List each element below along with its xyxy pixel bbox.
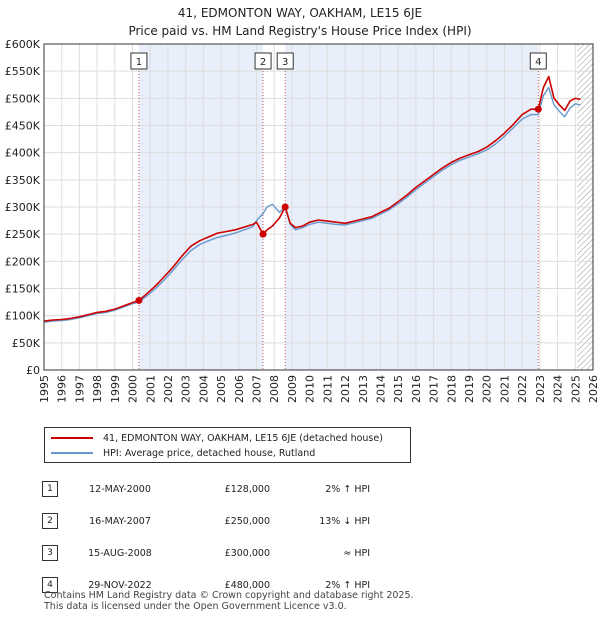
- x-tick-label: 2003: [180, 375, 193, 403]
- legend-item-hpi: HPI: Average price, detached house, Rutl…: [51, 446, 315, 460]
- sales-table: 1 12-MAY-2000 £128,000 2% ↑ HPI 2 16-MAY…: [42, 473, 370, 601]
- x-tick-label: 2014: [374, 375, 387, 403]
- x-tick-label: 2025: [569, 375, 582, 403]
- sale-price: £480,000: [224, 579, 270, 591]
- legend-item-property: 41, EDMONTON WAY, OAKHAM, LE15 6JE (deta…: [51, 431, 383, 445]
- footer-attribution: Contains HM Land Registry data © Crown c…: [44, 590, 414, 612]
- sale-marker-number: 3: [282, 57, 288, 68]
- legend-swatch-property: [51, 437, 93, 439]
- x-tick-label: 2015: [392, 375, 405, 403]
- sale-point: [259, 230, 267, 238]
- x-tick-label: 1997: [73, 375, 86, 403]
- sale-date: 12-MAY-2000: [89, 483, 151, 495]
- x-tick-label: 2000: [127, 375, 140, 403]
- x-tick-label: 2020: [481, 375, 494, 403]
- y-tick-label: £350K: [5, 174, 41, 187]
- sale-number-badge: 4: [42, 577, 58, 593]
- sale-marker-box: [254, 52, 272, 70]
- price-chart: 1 2 3 4 £0 £50K £100K £150K £200K £250K £300K £350…: [5, 38, 600, 403]
- sale-marker-box: [130, 52, 148, 70]
- sale-date: 15-AUG-2008: [88, 547, 152, 559]
- y-tick-label: £500K: [5, 92, 41, 105]
- sale-number-badge: 3: [42, 545, 58, 561]
- x-tick-label: 2017: [428, 375, 441, 403]
- x-tick-label: 2013: [357, 375, 370, 403]
- x-tick-label: 2026: [587, 375, 600, 403]
- sale-hpi-relation: 2% ↑ HPI: [325, 579, 370, 591]
- sale-hpi-relation: ≈ HPI: [343, 547, 370, 559]
- x-tick-label: 2008: [268, 375, 281, 403]
- x-tick-label: 1995: [38, 375, 51, 403]
- x-tick-label: 1999: [109, 375, 122, 403]
- sale-price: £250,000: [224, 515, 270, 527]
- footer-licence: This data is licensed under the Open Gov…: [44, 601, 347, 612]
- x-tick-label: 2023: [534, 375, 547, 403]
- sale-date: 29-NOV-2022: [88, 579, 152, 591]
- chart-title: 41, EDMONTON WAY, OAKHAM, LE15 6JE: [177, 6, 423, 20]
- y-tick-label: £50K: [12, 337, 41, 350]
- footer-copyright: Contains HM Land Registry data © Crown c…: [44, 590, 414, 601]
- x-tick-label: 2002: [162, 375, 175, 403]
- sale-point: [281, 203, 289, 211]
- y-tick-label: £450K: [5, 120, 41, 133]
- x-tick-label: 2021: [498, 375, 511, 403]
- sale-hpi-relation: 2% ↑ HPI: [325, 483, 370, 495]
- chart-legend: 41, EDMONTON WAY, OAKHAM, LE15 6JE (deta…: [44, 427, 411, 463]
- x-tick-label: 2009: [286, 375, 299, 403]
- y-tick-label: £100K: [5, 310, 41, 323]
- legend-label-hpi: HPI: Average price, detached house, Rutl…: [103, 447, 316, 459]
- sale-number-badge: 2: [42, 513, 58, 529]
- x-tick-label: 1996: [56, 375, 69, 403]
- x-tick-label: 2010: [304, 375, 317, 403]
- table-row: 1 12-MAY-2000 £128,000 2% ↑ HPI: [42, 473, 370, 505]
- sale-marker-box: [529, 52, 547, 70]
- x-tick-label: 2016: [410, 375, 423, 403]
- x-tick-label: 2006: [233, 375, 246, 403]
- sale-point: [135, 296, 143, 304]
- y-tick-label: £300K: [5, 201, 41, 214]
- x-tick-label: 2022: [516, 375, 529, 403]
- y-tick-label: £150K: [5, 283, 41, 296]
- plot-frame: [43, 43, 594, 371]
- sale-marker-number: 1: [136, 57, 142, 68]
- x-tick-label: 2019: [463, 375, 476, 403]
- sale-point: [534, 105, 542, 113]
- x-tick-label: 2007: [251, 375, 264, 403]
- y-tick-label: £250K: [5, 228, 41, 241]
- sale-marker-number: 2: [260, 57, 266, 68]
- sale-price: £128,000: [224, 483, 270, 495]
- x-tick-label: 2012: [339, 375, 352, 403]
- x-tick-label: 2004: [197, 375, 210, 403]
- sale-date: 16-MAY-2007: [89, 515, 151, 527]
- x-tick-label: 2011: [321, 375, 334, 403]
- y-tick-label: £200K: [5, 255, 41, 268]
- x-tick-label: 2005: [215, 375, 228, 403]
- x-tick-label: 2018: [445, 375, 458, 403]
- table-row: 3 15-AUG-2008 £300,000 ≈ HPI: [42, 537, 370, 569]
- y-tick-label: £0: [26, 364, 40, 377]
- table-row: 2 16-MAY-2007 £250,000 13% ↓ HPI: [42, 505, 370, 537]
- y-tick-label: £600K: [5, 38, 41, 51]
- y-tick-label: £400K: [5, 147, 41, 160]
- sale-price: £300,000: [224, 547, 270, 559]
- x-tick-label: 2001: [144, 375, 157, 403]
- x-tick-label: 1998: [91, 375, 104, 403]
- legend-label-property: 41, EDMONTON WAY, OAKHAM, LE15 6JE (deta…: [103, 432, 383, 444]
- sale-marker-number: 4: [535, 57, 541, 68]
- sale-number-badge: 1: [42, 481, 58, 497]
- table-row: 4 29-NOV-2022 £480,000 2% ↑ HPI: [42, 569, 370, 601]
- x-tick-label: 2024: [552, 375, 565, 403]
- chart-subtitle: Price paid vs. HM Land Registry's House …: [128, 24, 472, 38]
- legend-swatch-hpi: [51, 452, 93, 454]
- sale-marker-box: [276, 52, 294, 70]
- sale-hpi-relation: 13% ↓ HPI: [319, 515, 370, 527]
- y-tick-label: £550K: [5, 65, 41, 78]
